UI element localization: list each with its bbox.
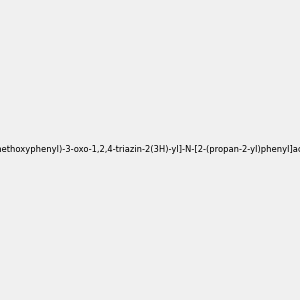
Text: 2-[5-(4-methoxyphenyl)-3-oxo-1,2,4-triazin-2(3H)-yl]-N-[2-(propan-2-yl)phenyl]ac: 2-[5-(4-methoxyphenyl)-3-oxo-1,2,4-triaz… <box>0 146 300 154</box>
